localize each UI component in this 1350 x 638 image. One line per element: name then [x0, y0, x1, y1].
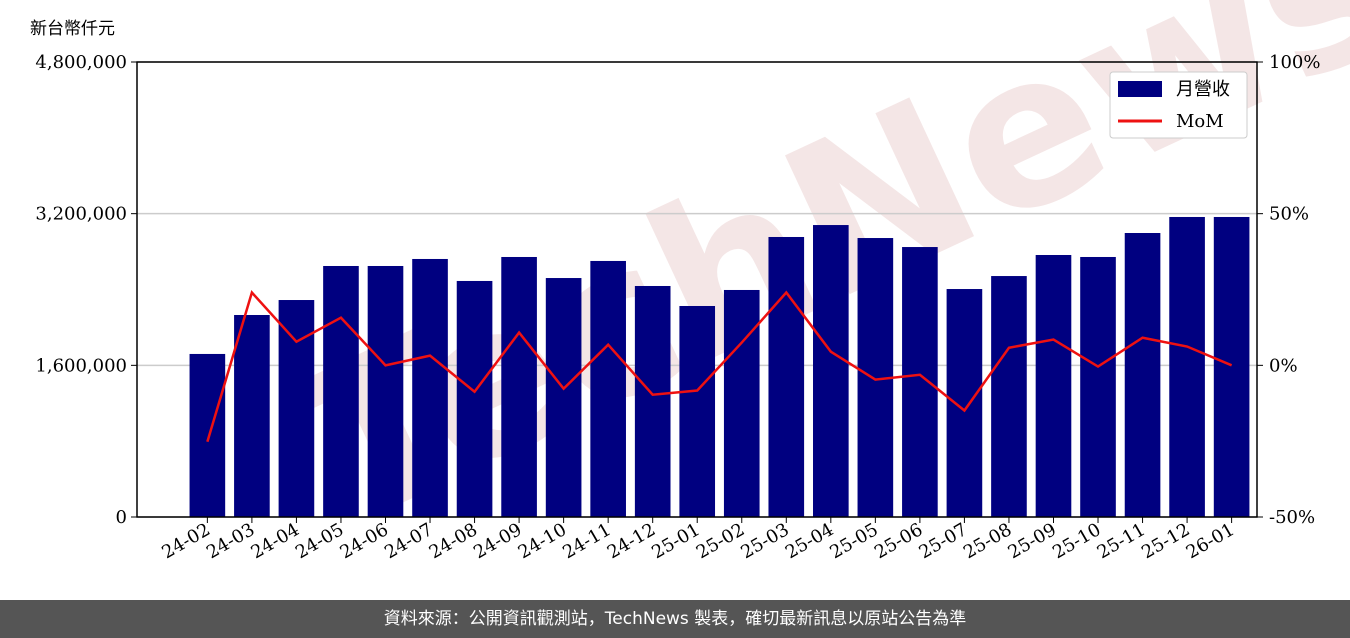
bar — [1080, 256, 1116, 517]
y-tick-label: 4,800,000 — [35, 52, 127, 73]
x-tick-label: 25-12 — [1138, 519, 1193, 563]
x-tick-label: 24-12 — [604, 519, 659, 563]
bar — [813, 225, 849, 517]
mom-line — [206, 290, 1233, 443]
y-tick-label: 3,200,000 — [35, 204, 127, 225]
legend-label: MoM — [1176, 111, 1224, 132]
bar — [634, 285, 671, 517]
bar — [278, 300, 315, 517]
bar — [189, 353, 226, 517]
legend-swatch — [1118, 81, 1162, 97]
x-tick-label: 24-09 — [470, 519, 525, 563]
bar — [991, 276, 1027, 517]
x-tick-label: 24-10 — [515, 519, 570, 563]
bar — [545, 278, 582, 517]
x-tick-label: 25-04 — [782, 519, 837, 563]
bar — [456, 280, 493, 517]
bar — [234, 314, 270, 517]
bar — [946, 289, 983, 517]
x-tick-label: 25-03 — [737, 519, 792, 563]
x-tick-label: 25-11 — [1094, 519, 1149, 563]
bar — [768, 236, 805, 517]
y2-tick-label: 50% — [1269, 204, 1309, 225]
x-tick-label: 25-05 — [826, 519, 881, 563]
y-tick-label: 0 — [116, 507, 127, 528]
x-tick-label: 25-02 — [693, 519, 748, 563]
x-tick-label: 25-01 — [648, 519, 703, 563]
bar — [1035, 254, 1072, 517]
x-tick-label: 25-09 — [1005, 519, 1060, 563]
y2-tick-label: 0% — [1269, 355, 1298, 376]
bar — [1124, 233, 1161, 518]
bar — [323, 265, 359, 517]
x-tick-label: 25-06 — [871, 519, 926, 563]
chart: TechNews 新台幣仟元 01,600,0003,200,0004,800,… — [30, 0, 1350, 572]
bar — [367, 265, 404, 517]
x-tick-label: 25-08 — [960, 519, 1015, 563]
x-tick-label: 24-05 — [292, 519, 347, 563]
bar — [1213, 216, 1250, 517]
x-tick-label: 24-03 — [203, 519, 258, 563]
bar — [412, 258, 448, 517]
y2-tick-label: -50% — [1269, 507, 1315, 528]
x-tick-label: 25-07 — [915, 519, 970, 563]
x-tick-label: 24-04 — [247, 519, 302, 563]
x-tick-label: 24-11 — [559, 519, 614, 563]
x-tick-label: 26-01 — [1183, 519, 1238, 563]
bar — [590, 260, 626, 517]
y-tick-label: 1,600,000 — [35, 355, 127, 376]
y-axis-label: 新台幣仟元 — [30, 19, 115, 39]
x-tick-label: 25-10 — [1049, 519, 1104, 563]
bar — [679, 305, 716, 517]
y2-tick-label: 100% — [1269, 52, 1320, 73]
x-tick-label: 24-02 — [158, 519, 213, 563]
legend-label: 月營收 — [1176, 79, 1230, 100]
bar — [723, 289, 760, 517]
bar — [1169, 216, 1205, 517]
bar — [501, 256, 537, 517]
bar — [902, 247, 938, 518]
footer: 資料來源：公開資訊觀測站，TechNews 製表，確切最新訊息以原站公告為準 — [0, 600, 1350, 638]
